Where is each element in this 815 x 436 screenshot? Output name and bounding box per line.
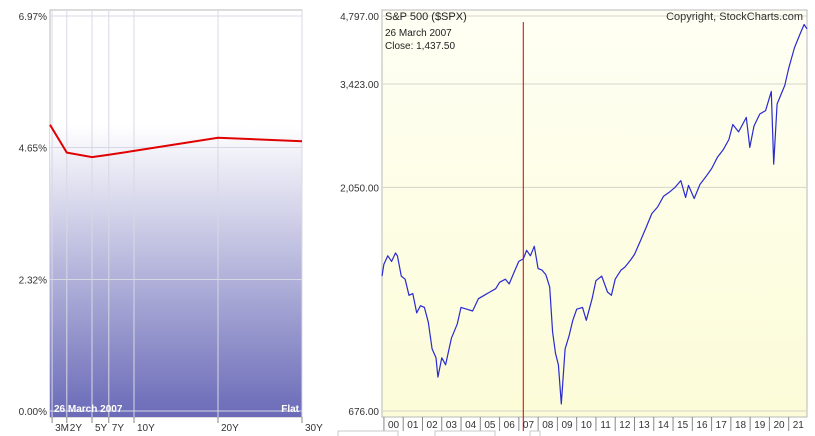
spx-x-tick-label: 10: [581, 420, 593, 431]
spx-x-tick-label: 19: [754, 420, 766, 431]
spx-x-tick-label: 16: [696, 420, 708, 431]
scroll-tab-2[interactable]: [434, 430, 496, 436]
yield-curve-line: [49, 124, 303, 159]
yield-y-ticks: 6.97% 4.65% 2.32% 0.00%: [19, 12, 47, 418]
spx-y-tick-label: 676.00: [348, 407, 379, 418]
yield-x-tick-label: 20Y: [221, 423, 239, 434]
spx-x-tick-label: 12: [619, 420, 631, 431]
yield-shape-label: Flat: [281, 404, 299, 415]
yield-grid: [50, 10, 303, 417]
yield-x-tick-label: 30Y: [305, 423, 323, 434]
yield-x-tick-label: 5Y: [95, 423, 108, 434]
scroll-tab-3[interactable]: [529, 430, 541, 436]
spx-x-tick-label: 18: [735, 420, 747, 431]
spx-marker-close: Close: 1,437.50: [385, 41, 455, 52]
yield-y-tick-label: 6.97%: [19, 12, 47, 23]
yield-plot-fill: [50, 126, 302, 417]
spx-grid: [382, 15, 807, 412]
spx-price-line: [381, 23, 808, 405]
spx-y-tick-label: 3,423.00: [340, 80, 379, 91]
spx-x-tick-label: 04: [465, 420, 477, 431]
yield-x-tick-label: 7Y: [112, 423, 125, 434]
spx-y-tick-label: 4,797.00: [340, 12, 379, 23]
spx-x-ticks: 00 01 02 03 04 05 06 07 08 09 10 11 12 13 14 15 16 17 18 19…: [383, 417, 805, 431]
spx-plot-background: [381, 9, 808, 418]
yield-y-tick-label: 0.00%: [19, 407, 47, 418]
spx-x-tick-label: 21: [793, 420, 805, 431]
spx-x-tick-label: 05: [484, 420, 496, 431]
yield-date-label: 26 March 2007: [54, 404, 123, 415]
spx-x-tick-label: 03: [446, 420, 458, 431]
spx-x-tick-label: 00: [388, 420, 400, 431]
spx-y-tick-label: 2,050.00: [340, 183, 379, 194]
yield-y-tick-label: 2.32%: [19, 276, 47, 287]
spx-x-tick-label: 02: [427, 420, 439, 431]
spx-x-tick-label: 15: [677, 420, 689, 431]
yield-y-tick-label: 4.65%: [19, 143, 47, 154]
yield-x-tick-label: 10Y: [137, 423, 155, 434]
spx-x-tick-label: 09: [561, 420, 573, 431]
spx-x-tick-label: 06: [504, 420, 516, 431]
spx-x-tick-label: 01: [407, 420, 419, 431]
spx-x-tick-label: 20: [773, 420, 785, 431]
spx-x-tick-label: 11: [600, 420, 611, 431]
yield-x-ticks: 3M 2Y 5Y 7Y 10Y 20Y 30Y: [51, 417, 323, 434]
spx-copyright: Copyright, StockCharts.com: [666, 11, 803, 23]
scroll-tab-1[interactable]: [337, 430, 399, 436]
yield-curve-chart: 6.97% 4.65% 2.32% 0.00% 3M 2Y 5Y 7Y 10Y 20Y 30Y 2…: [19, 9, 323, 434]
spx-marker-date: 26 March 2007: [385, 28, 452, 39]
spx-title: S&P 500 ($SPX): [385, 11, 467, 23]
yield-x-tick-label: 2Y: [70, 423, 83, 434]
spx-y-ticks: 4,797.00 3,423.00 2,050.00 676.00: [340, 12, 379, 418]
spx-x-tick-label: 08: [542, 420, 554, 431]
spx-x-tick-label: 13: [639, 420, 651, 431]
yield-x-tick-label: 3M: [55, 423, 69, 434]
spx-x-tick-label: 17: [716, 420, 728, 431]
spx-x-tick-label: 07: [523, 420, 535, 431]
spx-x-tick-label: 14: [658, 420, 670, 431]
